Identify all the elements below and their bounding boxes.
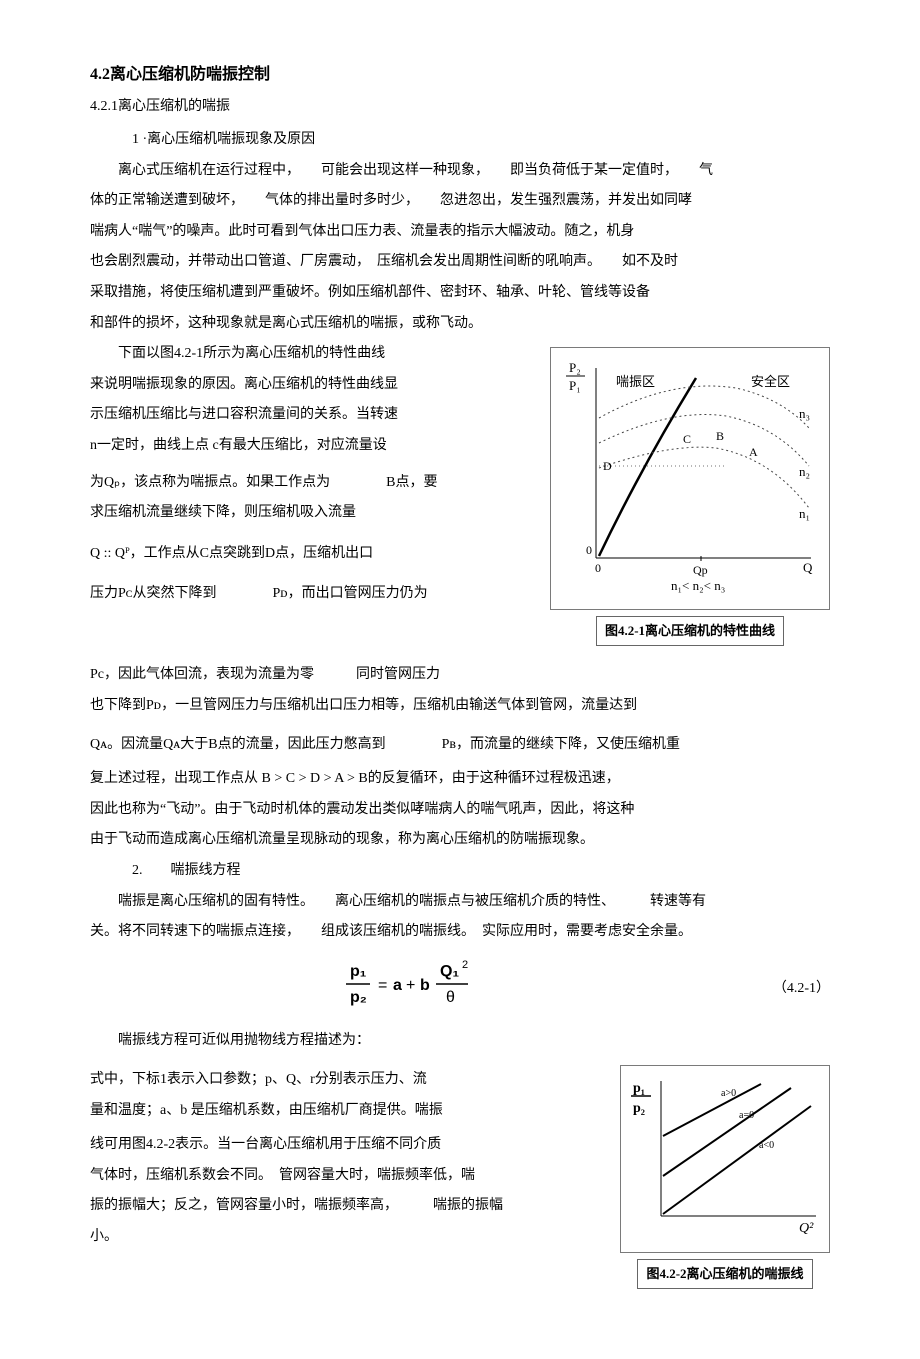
list-item-2: 2. 喘振线方程	[90, 858, 830, 885]
fig1-bottom-note: n₁< n₂< n₃	[671, 578, 725, 593]
figure-1: P₂ P₁ 喘振区 安全区 D C B A n₁	[550, 347, 830, 646]
fig1-B: B	[716, 429, 724, 443]
svg-text:2: 2	[462, 959, 468, 971]
para-8-line: 因此也称为“飞动”。由于飞动时机体的震动发出类似哮喘病人的喘气吼声，因此，将这种	[90, 797, 830, 824]
equation-number: （4.2-1）	[740, 976, 830, 1003]
svg-text:a=0: a=0	[739, 1110, 754, 1121]
svg-text:p₂: p₂	[633, 1101, 645, 1116]
figure-2: p₁ p₂ a>0 a=0 a<0 Q² 图4.2-2离心压缩机的喘振线	[620, 1065, 830, 1289]
para-1-line: 体的正常输送遭到破坏， 气体的排出量时多时少， 忽进忽出，发生强烈震荡，并发出如…	[90, 188, 830, 215]
para-6-line: 也下降到Pᴅ，一旦管网压力与压缩机出口压力相等，压缩机由输送气体到管网，流量达到	[90, 693, 830, 720]
equation-svg: p₁ p₂ = a + b Q₁ 2 θ	[330, 956, 500, 1012]
fig1-zero-x: 0	[595, 561, 601, 575]
fig1-Qp: Qp	[693, 563, 708, 577]
para-1-line: 和部件的损坏，这种现象就是离心式压缩机的喘振，或称飞动。	[90, 311, 830, 338]
para-8-line: 复上述过程，出现工作点从 B > C > D > A > B的反复循环，由于这种…	[90, 766, 830, 793]
para-7: Qᴀ。因流量Qᴀ大于B点的流量，因此压力憋高到 Pʙ，而流量的继续下降，又使压缩…	[90, 732, 830, 759]
fig1-C: C	[683, 432, 691, 446]
para-8-line: 由于飞动而造成离心压缩机流量呈现脉动的现象，称为离心压缩机的防喘振现象。	[90, 827, 830, 854]
equation-row: p₁ p₂ = a + b Q₁ 2 θ （4.2-1）	[90, 956, 830, 1023]
svg-text:a: a	[393, 977, 402, 994]
figure-2-wrap: p₁ p₂ a>0 a=0 a<0 Q² 图4.2-2离心压缩机的喘振线 式中，…	[90, 1059, 830, 1299]
svg-text:p₁: p₁	[633, 1081, 645, 1096]
para-1-line: 也会剧烈震动，并带动出口管道、厂房震动， 压缩机会发出周期性间断的吼响声。 如不…	[90, 249, 830, 276]
fig1-region-left: 喘振区	[616, 374, 655, 389]
sub-heading: 4.2.1离心压缩机的喘振	[90, 94, 830, 121]
svg-text:Q₁: Q₁	[440, 963, 459, 980]
figure-2-caption: 图4.2-2离心压缩机的喘振线	[637, 1259, 812, 1290]
svg-text:θ: θ	[446, 989, 455, 1006]
svg-text:+: +	[406, 977, 415, 994]
fig1-zero-y: 0	[586, 543, 592, 557]
fig1-ylabel-top: P₂	[569, 360, 581, 375]
equation: p₁ p₂ = a + b Q₁ 2 θ	[90, 956, 740, 1023]
svg-text:p₁: p₁	[350, 963, 367, 980]
svg-text:p₂: p₂	[350, 989, 367, 1006]
svg-text:=: =	[378, 977, 387, 994]
para-1-line: 喘病人“喘气”的噪声。此时可看到气体出口压力表、流量表的指示大幅波动。随之，机身	[90, 219, 830, 246]
svg-text:Q²: Q²	[799, 1221, 814, 1236]
figure-1-caption: 图4.2-1离心压缩机的特性曲线	[596, 616, 784, 647]
svg-text:b: b	[420, 977, 430, 994]
fig1-ylabel-bot: P₁	[569, 378, 581, 393]
fig1-region-right: 安全区	[751, 374, 790, 389]
figure-2-box: p₁ p₂ a>0 a=0 a<0 Q²	[620, 1065, 830, 1253]
para-9-line: 关。将不同转速下的喘振点连接， 组成该压缩机的喘振线。 实际应用时，需要考虑安全…	[90, 919, 830, 946]
figure-1-box: P₂ P₁ 喘振区 安全区 D C B A n₁	[550, 347, 830, 610]
fig1-A: A	[749, 445, 758, 459]
svg-text:a<0: a<0	[759, 1140, 774, 1151]
figure-1-svg: P₂ P₁ 喘振区 安全区 D C B A n₁	[551, 348, 830, 598]
para-1-line: 离心式压缩机在运行过程中， 可能会出现这样一种现象， 即当负荷低于某一定值时， …	[90, 158, 830, 185]
para-9-line: 喘振是离心压缩机的固有特性。 离心压缩机的喘振点与被压缩机介质的特性、 转速等有	[90, 889, 830, 916]
list-item-1: 1 ·离心压缩机喘振现象及原因	[90, 127, 830, 154]
fig1-n2: n₂	[799, 464, 810, 479]
para-1-line: 采取措施，将使压缩机遭到严重破坏。例如压缩机部件、密封环、轴承、叶轮、管线等设备	[90, 280, 830, 307]
para-10: 喘振线方程可近似用抛物线方程描述为：	[90, 1028, 830, 1055]
para-6-line: Pc，因此气体回流，表现为流量为零 同时管网压力	[90, 662, 830, 689]
svg-text:a>0: a>0	[721, 1088, 736, 1099]
section-heading: 4.2离心压缩机防喘振控制	[90, 60, 830, 90]
figure-1-wrap: P₂ P₁ 喘振区 安全区 D C B A n₁	[90, 341, 830, 656]
figure-2-svg: p₁ p₂ a>0 a=0 a<0 Q²	[621, 1066, 830, 1241]
fig1-Q: Q	[803, 560, 813, 575]
fig1-n3: n₃	[799, 406, 810, 421]
fig1-n1: n₁	[799, 506, 810, 521]
fig1-D: D	[603, 459, 612, 473]
